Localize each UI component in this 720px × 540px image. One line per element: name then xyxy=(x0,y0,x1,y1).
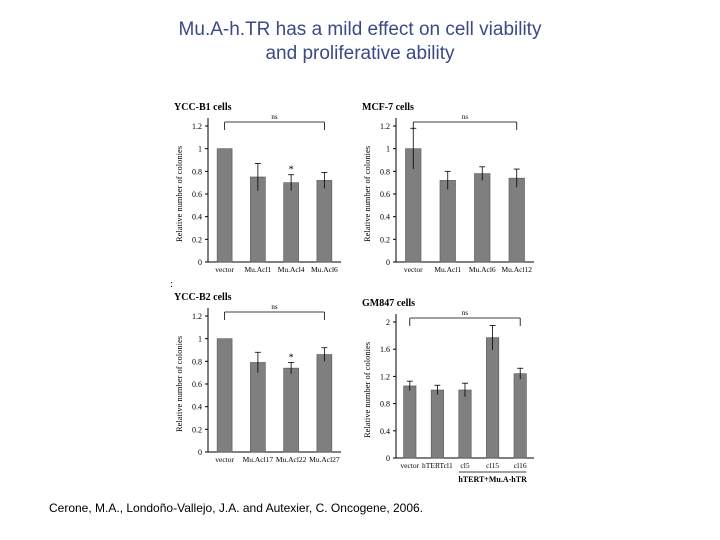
y-tick-label: 1.2 xyxy=(380,122,390,131)
chart-title: GM847 cells xyxy=(362,298,415,309)
bar-2 xyxy=(250,362,266,453)
x-tick-label: Mu.Acl6 xyxy=(469,265,496,274)
y-axis-label: Relative number of colonies xyxy=(362,146,372,242)
chart-title: MCF-7 cells xyxy=(362,102,414,113)
chart-panel-gm847: GM847 cells Relative number of colonies 0 0… xyxy=(358,296,538,484)
bar-3 xyxy=(283,367,299,453)
bar-1 xyxy=(216,338,233,453)
y-tick-label: 0.8 xyxy=(192,167,202,176)
y-tick-label: 0.2 xyxy=(380,235,390,244)
y-tick-label: 0.4 xyxy=(380,213,390,222)
x-tick-label: Mu.Acl6 xyxy=(311,265,338,274)
y-tick-label: 0.6 xyxy=(192,190,202,199)
significance-label: ns xyxy=(271,113,278,121)
x-tick-label: vector xyxy=(215,455,234,464)
x-tick-label: Mu.Acl4 xyxy=(278,265,305,274)
x-tick-label: Mu.Acl27 xyxy=(309,455,340,464)
y-tick-label: 0.4 xyxy=(380,427,390,436)
x-tick-label: Mu.Acl17 xyxy=(243,455,274,464)
y-tick-label: 0 xyxy=(386,258,390,267)
x-tick-label: vector xyxy=(215,265,234,274)
y-tick-label: 1.6 xyxy=(380,345,390,354)
y-tick-label: 0 xyxy=(198,448,202,457)
group-label: hTERT+Mu.A-hTR xyxy=(458,475,527,484)
chart-title: YCC-B1 cells xyxy=(174,102,232,113)
x-tick-label: vector xyxy=(404,265,423,274)
bar-1 xyxy=(403,385,417,459)
y-tick-label: 0.2 xyxy=(192,235,202,244)
y-tick-label: 1 xyxy=(386,145,390,154)
citation: Cerone, M.A., Londoño-Vallejo, J.A. and … xyxy=(49,501,424,515)
y-axis-label: Relative number of colonies xyxy=(174,146,184,242)
x-tick-label: cl16 xyxy=(514,461,527,470)
y-tick-label: 0.8 xyxy=(380,167,390,176)
bar-3 xyxy=(283,182,299,263)
x-tick-label: Mu.Acl22 xyxy=(276,455,307,464)
x-tick-label: hTERTcl1 xyxy=(422,461,453,470)
y-tick-label: 0 xyxy=(386,454,390,463)
slide-title-line1: Mu.A-h.TR has a mild effect on cell viab… xyxy=(178,19,542,40)
bar-2 xyxy=(430,389,444,459)
y-tick-label: 0.6 xyxy=(192,380,202,389)
bar-2 xyxy=(439,180,456,263)
y-tick-label: 1.2 xyxy=(192,122,202,131)
x-tick-label: cl15 xyxy=(486,461,499,470)
x-tick-label: Mu.Acl12 xyxy=(501,265,532,274)
bar-4 xyxy=(316,180,333,263)
bar-3 xyxy=(474,173,491,263)
y-tick-label: 0.8 xyxy=(192,357,202,366)
y-axis-label: Relative number of colonies xyxy=(362,342,372,438)
significance-label: ns xyxy=(271,303,278,311)
slide-title: Mu.A-h.TR has a mild effect on cell viab… xyxy=(0,18,720,66)
bar-4 xyxy=(486,337,500,459)
x-tick-label: Mu.Acl1 xyxy=(244,265,271,274)
y-tick-label: 1 xyxy=(198,335,202,344)
chart-title: YCC-B2 cells xyxy=(174,292,232,303)
bar-4 xyxy=(316,354,333,453)
x-tick-label: vector xyxy=(400,461,419,470)
significance-label: ns xyxy=(462,113,469,121)
bar-3 xyxy=(458,389,472,459)
chart-panel-ycc-b2: YCC-B2 cells Relative number of colonies 0… xyxy=(170,290,345,470)
bar-4 xyxy=(508,177,525,263)
chart-panel-ycc-b1: YCC-B1 cells Relative number of colonies 0… xyxy=(170,100,345,280)
chart-panel-mcf7: MCF-7 cells Relative number of colonies 0 0… xyxy=(358,100,538,280)
significance-star: * xyxy=(289,165,294,176)
y-tick-label: 0 xyxy=(198,258,202,267)
y-tick-label: 1 xyxy=(198,145,202,154)
y-tick-label: 0.6 xyxy=(380,190,390,199)
y-tick-label: 0.2 xyxy=(192,425,202,434)
y-tick-label: 1.2 xyxy=(380,372,390,381)
bar-5 xyxy=(513,373,527,459)
panel-mark: : xyxy=(170,278,174,290)
y-tick-label: 0.4 xyxy=(192,403,202,412)
bar-1 xyxy=(216,148,233,263)
significance-label: ns xyxy=(462,309,469,317)
x-tick-label: Mu.Acl1 xyxy=(434,265,461,274)
y-tick-label: 2 xyxy=(386,318,390,327)
y-axis-label: Relative number of colonies xyxy=(174,336,184,432)
x-tick-label: cl5 xyxy=(460,461,469,470)
y-tick-label: 0.4 xyxy=(192,213,202,222)
y-tick-label: 1.2 xyxy=(192,312,202,321)
significance-star: * xyxy=(289,352,294,363)
y-tick-label: 0.8 xyxy=(380,400,390,409)
slide-title-line2: and proliferative ability xyxy=(265,43,455,64)
